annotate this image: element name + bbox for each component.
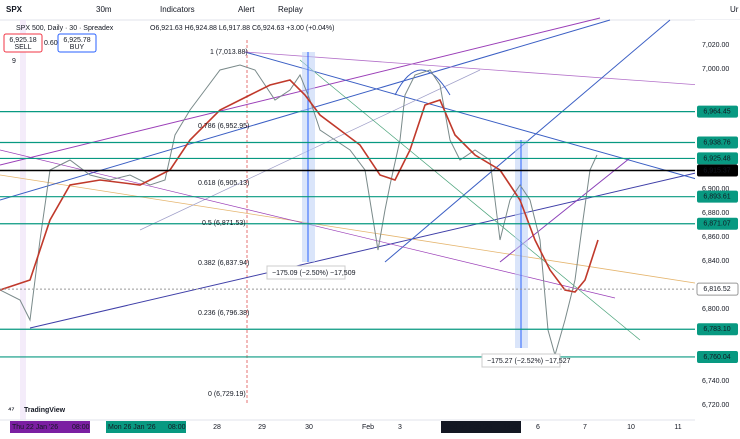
price-marker <box>697 152 738 165</box>
trend-line <box>0 17 601 166</box>
price-marker-label: 6,964.45 <box>703 109 730 116</box>
buy-button[interactable] <box>57 33 97 53</box>
price-marker-label: 6,915.37 <box>703 167 730 174</box>
price-tick-label: 6,740.00 <box>702 378 729 385</box>
measure-label: −175.09 (−2.50%) −17,509 <box>272 270 356 277</box>
time-label: 3 <box>398 424 402 431</box>
time-label: Thu 22 Jan '26 <box>12 424 58 431</box>
price-marker-label: 6,938.76 <box>703 139 730 146</box>
fib-label: 0.236 (6,796.38) <box>198 310 249 317</box>
arc <box>394 69 451 96</box>
fib-label: 0.382 (6,837.94) <box>198 260 249 267</box>
price-tick-label: 6,900.00 <box>702 186 729 193</box>
price-marker-label: 6,871.07 <box>703 221 730 228</box>
logo-mark: ⁴⁷ <box>8 407 14 414</box>
price-tick-label: 6,880.00 <box>702 210 729 217</box>
alert-button[interactable]: Alert <box>238 5 255 14</box>
time-label: Wed 04 Feb '26 <box>443 424 492 431</box>
price-tick-label: 6,720.00 <box>702 402 729 409</box>
price-tick-label: 6,840.00 <box>702 258 729 265</box>
legend-ohlc: O6,921.63 H6,924.88 L6,917.88 C6,924.63 … <box>150 25 334 32</box>
price-marker-label: 6,893.61 <box>703 194 730 201</box>
time-label: Mon 26 Jan '26 <box>108 424 156 431</box>
sell-label: SELL <box>14 44 31 51</box>
time-label-time: 08:00 <box>168 424 186 431</box>
time-label: Feb <box>362 424 374 431</box>
price-marker <box>696 282 739 296</box>
price-marker-label: 6,783.10 <box>703 326 730 333</box>
measure-label: −175.27 (−2.52%) −17,527 <box>487 358 571 365</box>
interval[interactable]: 30m <box>96 5 112 14</box>
time-label: 11 <box>674 424 681 431</box>
time-label-time: 14:30 <box>503 424 521 431</box>
measure-label-box <box>481 353 561 368</box>
time-label: 7 <box>583 424 587 431</box>
time-label-time: 08:00 <box>72 424 90 431</box>
time-label: 10 <box>627 424 635 431</box>
price-marker <box>697 190 738 203</box>
price-marker <box>697 350 738 363</box>
time-label: 6 <box>536 424 540 431</box>
toolbar <box>0 0 740 20</box>
fib-label: 0.618 (6,905.13) <box>198 180 249 187</box>
symbol[interactable]: SPX <box>6 5 23 14</box>
sell-price: 6,925.18 <box>9 37 36 44</box>
fib-label: 1 (7,013.88) <box>210 49 248 56</box>
price-marker <box>697 164 738 177</box>
price-line <box>0 64 598 357</box>
time-label: 28 <box>213 424 221 431</box>
indicator-count[interactable]: 9 <box>12 58 16 65</box>
price-marker-label: 6,816.52 <box>703 286 730 293</box>
legend-title: SPX 500, Daily · 30 · Spreadex <box>16 25 114 32</box>
buy-price: 6,925.78 <box>63 37 90 44</box>
highlight-band <box>20 20 26 420</box>
price-marker <box>697 323 738 336</box>
trend-line <box>299 59 641 341</box>
time-marker <box>106 421 186 433</box>
time-label: 30 <box>305 424 313 431</box>
price-tick-label: 7,000.00 <box>702 66 729 73</box>
fib-label: 0 (6,729.19) <box>208 391 246 398</box>
moving-average <box>0 79 599 293</box>
price-marker-label: 6,925.48 <box>703 155 730 162</box>
price-tick-label: 6,800.00 <box>702 306 729 313</box>
price-marker <box>697 105 738 118</box>
logo: TradingView <box>24 407 66 414</box>
measure-label-box <box>266 265 346 280</box>
fib-label: 0.786 (6,952.95) <box>198 123 249 130</box>
fib-label: 0.5 (6,871.53) <box>202 220 246 227</box>
time-marker <box>441 421 521 433</box>
price-tick-label: 6,860.00 <box>702 234 729 241</box>
indicators-button[interactable]: Indicators <box>160 5 195 14</box>
trend-line <box>0 174 740 291</box>
buy-label: BUY <box>70 44 85 51</box>
trend-line <box>244 51 701 86</box>
price-marker <box>697 217 738 230</box>
spread: 0.60 <box>44 40 58 47</box>
price-marker-label: 6,760.04 <box>703 354 730 361</box>
trend-line <box>29 171 701 329</box>
replay-button[interactable]: Replay <box>278 5 303 14</box>
price-marker <box>697 136 738 149</box>
toolbar-more[interactable]: Ur <box>730 5 739 14</box>
price-tick-label: 7,020.00 <box>702 42 729 49</box>
time-label: 29 <box>258 424 266 431</box>
time-marker <box>10 421 90 433</box>
sell-button[interactable] <box>3 33 43 53</box>
